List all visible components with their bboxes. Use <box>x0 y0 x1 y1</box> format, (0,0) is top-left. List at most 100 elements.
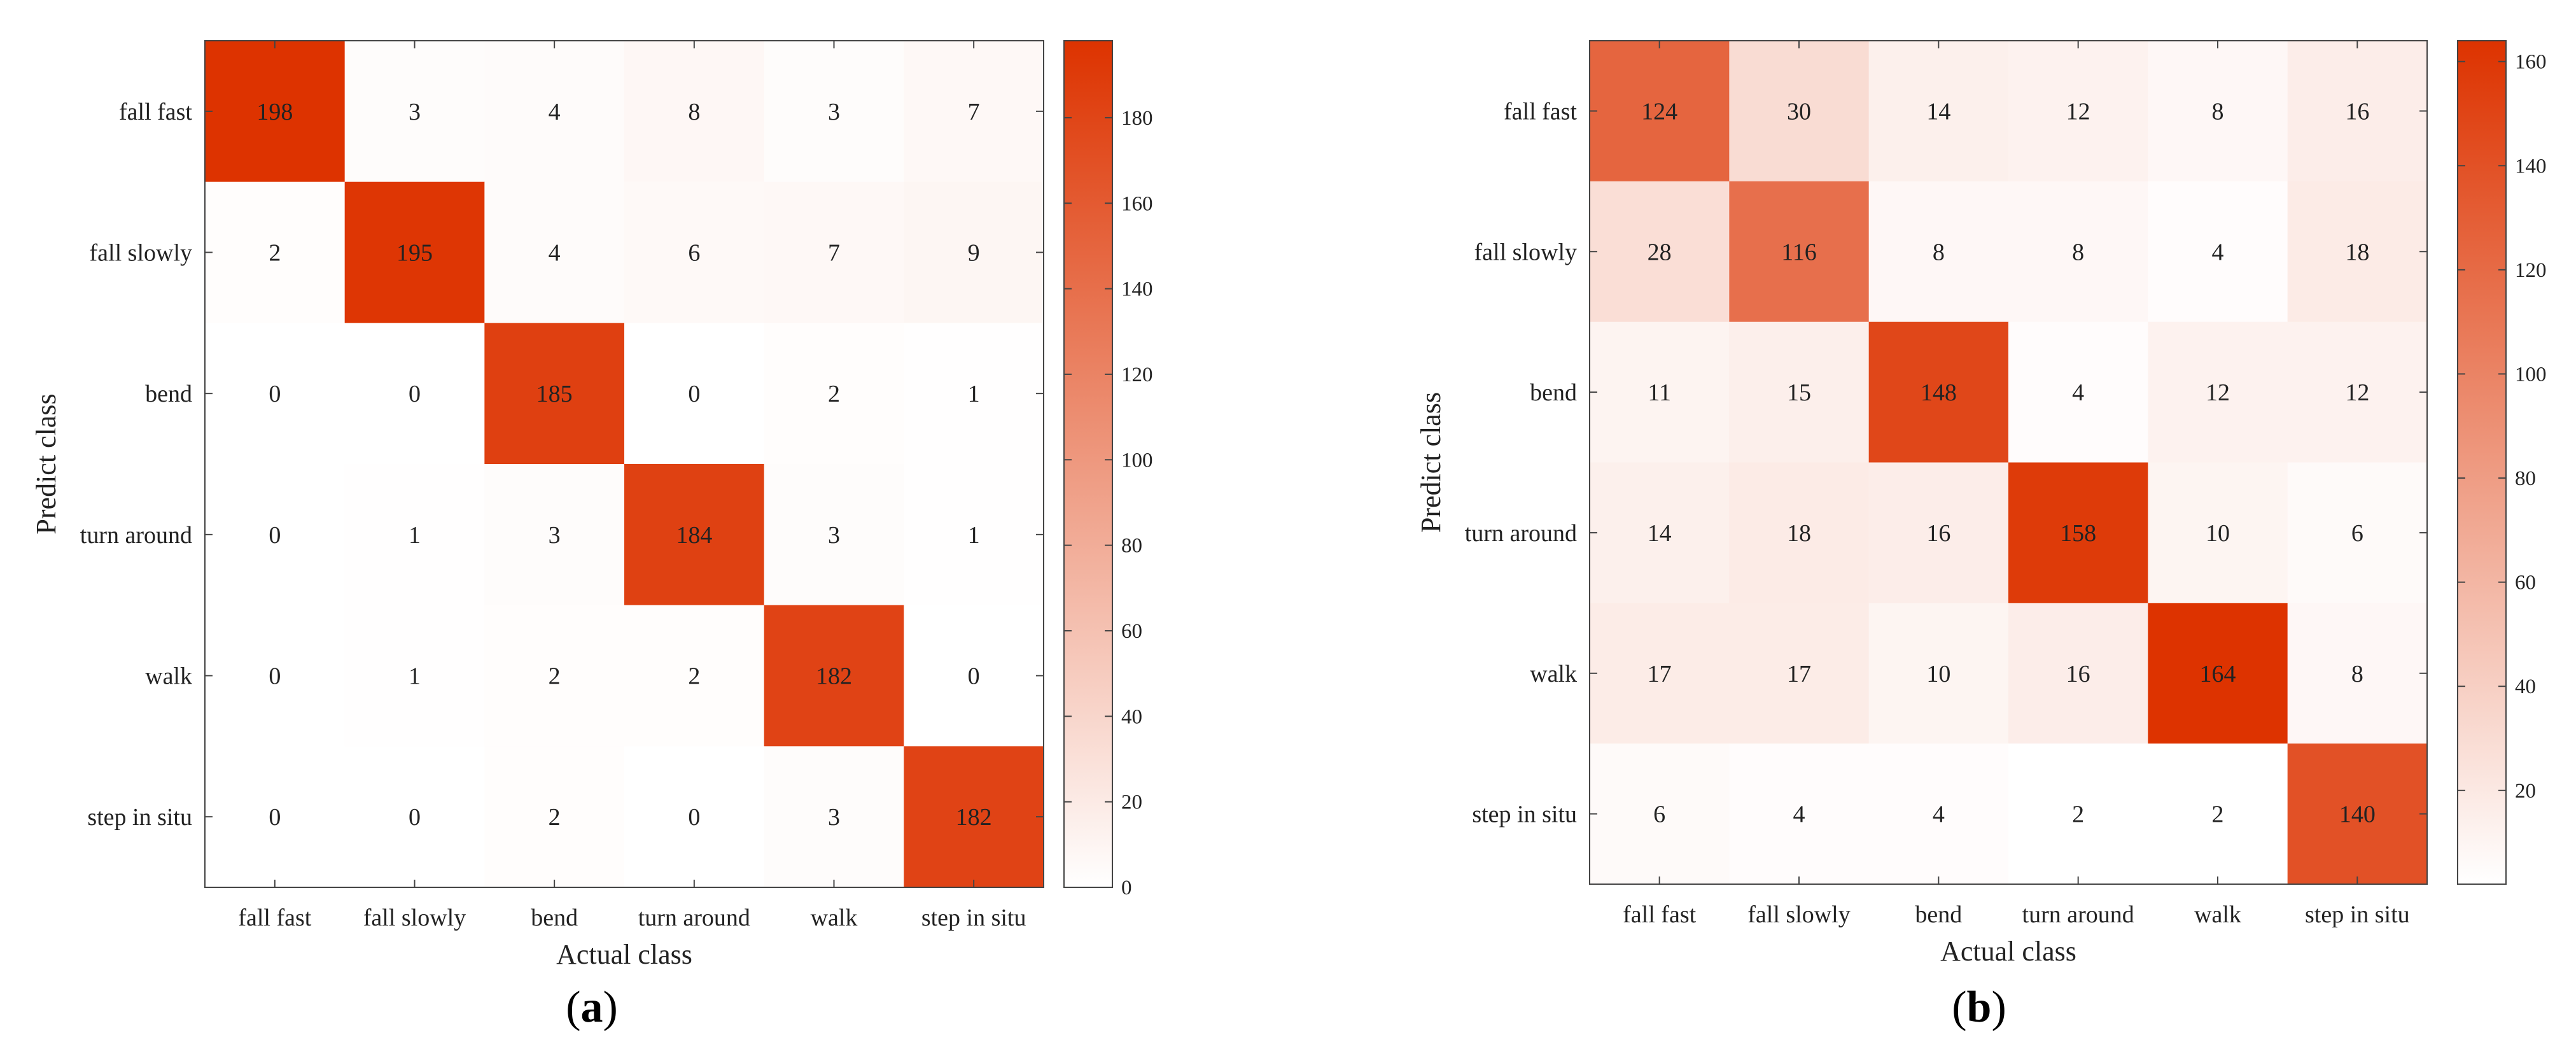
colorbar-tick-label: 60 <box>2515 572 2536 595</box>
cell-value-label: 2 <box>2072 801 2084 828</box>
heatmap-cell <box>624 746 765 888</box>
cell-value-label: 18 <box>1787 520 1811 547</box>
cell-value-label: 16 <box>2345 98 2369 125</box>
heatmap-cell <box>624 464 765 606</box>
y-tick-label: bend <box>1530 379 1577 406</box>
panel-a: 198 3 4 8 3 7 2 195 4 6 7 9 0 0 185 0 2 1 0 1 3 184 3 1 0 1 2 2 182 0… <box>31 40 1153 1032</box>
heatmap-cell <box>2008 41 2148 182</box>
cell-value-label: 30 <box>1787 98 1811 125</box>
y-tick-label: fall fast <box>119 99 192 125</box>
y-tick-label: step in situ <box>87 804 192 831</box>
heatmap-cell <box>904 181 1044 323</box>
cell-value-label: 2 <box>688 663 700 690</box>
cell-value-label: 6 <box>1653 801 1665 828</box>
heatmap-cell <box>2148 41 2288 182</box>
heatmap-cell <box>344 181 485 323</box>
x-tick-label: step in situ <box>921 905 1026 931</box>
panel-label-letter: b <box>1967 983 1992 1032</box>
x-tick-label: turn around <box>638 905 750 931</box>
colorbar-tick-label: 20 <box>2515 780 2536 803</box>
heatmap-cell <box>484 464 625 606</box>
heatmap-cell <box>624 605 765 747</box>
plot-frame <box>1589 40 2428 885</box>
heatmap-cell <box>2008 321 2148 463</box>
cell-value-label: 148 <box>1921 379 1957 406</box>
heatmap-cell <box>484 323 625 465</box>
cell-value-label: 1 <box>968 381 980 407</box>
heatmap-cell <box>624 41 765 183</box>
colorbar-tick-label: 100 <box>1121 449 1153 472</box>
x-tick-label: bend <box>1915 901 1962 928</box>
cell-value-label: 2 <box>269 240 281 267</box>
cell-value-label: 8 <box>2212 98 2224 125</box>
colorbar-tick-label: 80 <box>2515 467 2536 490</box>
cell-value-label: 0 <box>269 804 281 831</box>
cell-value-label: 1 <box>409 663 421 690</box>
colorbar-tick-label: 40 <box>2515 675 2536 698</box>
x-tick-label: fall slowly <box>363 905 466 931</box>
cell-value-label: 0 <box>688 381 700 407</box>
cell-value-label: 9 <box>968 240 980 267</box>
colorbar-tick-label: 40 <box>1121 705 1142 728</box>
colorbar-tick-label: 100 <box>2515 363 2547 386</box>
cell-value-label: 10 <box>1926 661 1950 687</box>
colorbar-tick-label: 80 <box>1121 535 1142 558</box>
colorbar-tick-label: 180 <box>1121 107 1153 130</box>
heatmap-cell <box>484 41 625 183</box>
heatmap-cell <box>484 181 625 323</box>
cell-value-label: 3 <box>828 804 840 831</box>
y-tick-label: walk <box>145 663 192 690</box>
heatmap-cell <box>624 181 765 323</box>
colorbar-tick-label: 120 <box>2515 259 2547 282</box>
y-tick-label: fall slowly <box>1474 239 1577 265</box>
colorbar-frame <box>2457 40 2507 885</box>
heatmap-cell <box>764 605 904 747</box>
cell-value-label: 164 <box>2200 661 2236 687</box>
colorbar-tick-label: 140 <box>2515 155 2547 178</box>
cell-value-label: 8 <box>2072 239 2084 265</box>
cell-value-label: 195 <box>396 240 433 267</box>
x-tick-label: step in situ <box>2305 901 2410 928</box>
cell-value-label: 3 <box>549 522 561 549</box>
panel-label: (a) <box>566 983 618 1032</box>
cell-value-label: 182 <box>956 804 992 831</box>
cell-value-label: 4 <box>2212 239 2224 265</box>
x-tick-label: turn around <box>2022 901 2134 928</box>
heatmap-cell <box>205 464 346 606</box>
cell-value-label: 15 <box>1787 379 1811 406</box>
cell-value-label: 16 <box>2066 661 2090 687</box>
heatmap-cell <box>1729 321 1870 463</box>
y-tick-label: fall slowly <box>90 240 192 267</box>
y-tick-label: bend <box>145 381 192 407</box>
y-axis-title: Predict class <box>1415 392 1446 533</box>
cell-value-label: 0 <box>968 663 980 690</box>
cell-value-label: 17 <box>1648 661 1672 687</box>
heatmap-cell <box>1729 603 1870 744</box>
cell-value-label: 2 <box>2212 801 2224 828</box>
heatmap-cell <box>2287 321 2428 463</box>
cell-value-label: 6 <box>688 240 700 267</box>
cell-value-label: 28 <box>1648 239 1672 265</box>
cell-value-label: 12 <box>2206 379 2230 406</box>
colorbar-tick-label: 120 <box>1121 363 1153 386</box>
heatmap-cell <box>344 464 485 606</box>
colorbar-tick-label: 160 <box>1121 192 1153 215</box>
cell-value-label: 1 <box>968 522 980 549</box>
x-tick-label: walk <box>2194 901 2241 928</box>
cell-value-label: 7 <box>968 99 980 125</box>
heatmap-cell <box>2148 181 2288 323</box>
cell-value-label: 4 <box>1793 801 1805 828</box>
heatmap-cell <box>764 323 904 465</box>
cell-value-label: 3 <box>828 522 840 549</box>
heatmap-cell <box>1868 603 2009 744</box>
heatmap-cell <box>1590 181 1730 323</box>
colorbar-tick-label: 60 <box>1121 620 1142 643</box>
heatmap-cell <box>1868 743 2009 885</box>
cell-value-label: 17 <box>1787 661 1811 687</box>
colorbar-frame <box>1063 40 1113 888</box>
panel-label-close-paren: ) <box>603 983 618 1032</box>
panel-label-letter: a <box>581 983 603 1032</box>
heatmap-cell <box>764 41 904 183</box>
heatmap-cell <box>344 323 485 465</box>
cell-value-label: 182 <box>816 663 852 690</box>
